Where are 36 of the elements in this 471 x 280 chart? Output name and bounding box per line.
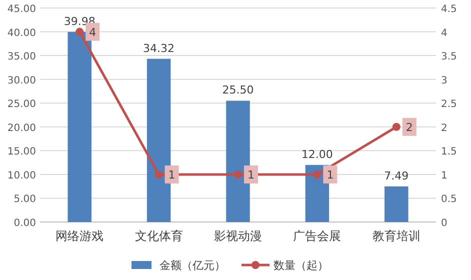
xtick: 广告会展 [293, 229, 342, 243]
ytick: 20.00 [7, 122, 36, 134]
data-label: 4 [89, 26, 96, 39]
xtick: 文化体育 [134, 229, 183, 243]
ytick: 5.00 [14, 194, 36, 206]
xtick: 教育培训 [372, 229, 420, 243]
xtick: 网络游戏 [56, 229, 104, 243]
legend-label: 数量（起） [274, 259, 328, 272]
y2tick: 0.5 [441, 194, 457, 206]
data-label: 2 [406, 120, 413, 134]
data-label: 1 [326, 168, 334, 182]
legend-label: 金额（亿元） [160, 259, 226, 272]
y2tick: 4 [441, 28, 448, 39]
data-label: 34.32 [143, 42, 175, 55]
y2tick: 0 [441, 218, 448, 229]
data-label: 1 [168, 168, 176, 182]
ytick: 45.00 [7, 4, 36, 15]
y2tick: 3 [441, 75, 448, 86]
ytick: 25.00 [7, 99, 36, 110]
ytick: 30.00 [7, 75, 36, 86]
ytick: 40.00 [7, 28, 36, 39]
y2tick: 2 [441, 122, 448, 134]
y2tick: 2.5 [441, 99, 457, 110]
ytick: 0.00 [14, 218, 36, 229]
y2tick: 3.5 [441, 52, 457, 63]
y2tick: 1.5 [441, 146, 457, 158]
y2tick: 1 [441, 170, 448, 182]
data-label: 12.00 [301, 148, 333, 161]
data-label: 1 [248, 168, 254, 182]
ytick: 15.00 [7, 146, 36, 158]
data-label: 7.49 [384, 169, 409, 182]
data-label: 25.50 [222, 84, 254, 97]
xtick: 影视动漫 [214, 229, 262, 243]
ytick: 35.00 [7, 52, 36, 63]
y2tick: 4.5 [441, 4, 457, 15]
ytick: 10.00 [7, 170, 36, 182]
